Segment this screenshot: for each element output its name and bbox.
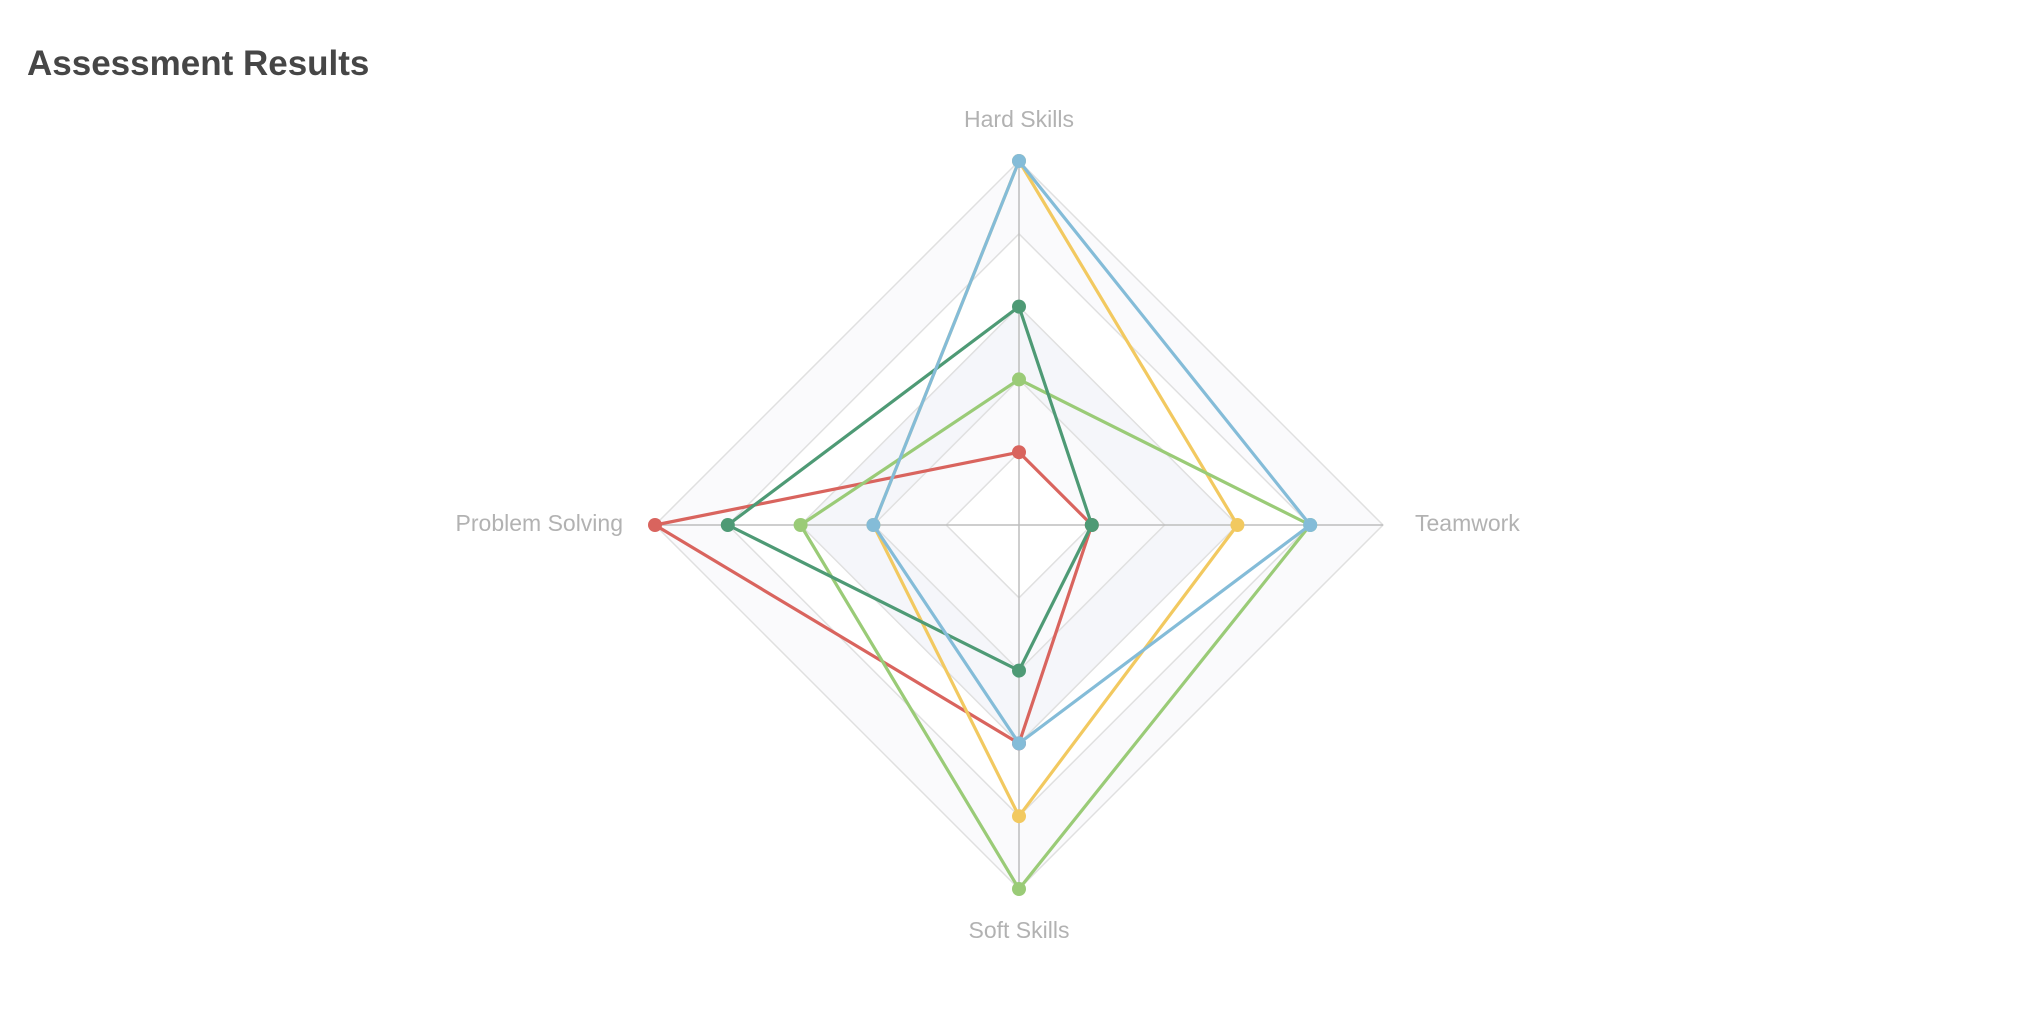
axis-label-1: Teamwork [1415, 510, 1520, 536]
series-1-point-1 [1230, 518, 1245, 532]
series-4-point-3 [866, 518, 881, 532]
series-3-point-3 [720, 518, 735, 532]
series-4-point-1 [1303, 518, 1318, 532]
series-3-point-1 [1084, 518, 1099, 532]
series-2-point-0 [1012, 372, 1026, 387]
radar-axis-labels: Hard Skills Teamwork Soft Skills Problem So… [456, 106, 1521, 943]
series-4-point-2 [1012, 736, 1026, 751]
series-4 [866, 154, 1318, 751]
series-4-point-0 [1012, 154, 1026, 168]
series-3 [720, 299, 1099, 678]
series-1-point-2 [1012, 809, 1026, 824]
radar-series [648, 154, 1318, 896]
radar-axes [655, 161, 1383, 889]
series-3-point-0 [1012, 299, 1026, 314]
axis-label-3: Problem Solving [456, 510, 623, 536]
series-2-point-3 [793, 518, 808, 532]
axis-label-0: Hard Skills [964, 106, 1074, 132]
series-0-point-3 [648, 518, 662, 532]
series-2-point-2 [1012, 882, 1026, 896]
series-0-point-0 [1012, 445, 1026, 460]
axis-label-2: Soft Skills [969, 917, 1070, 943]
chart-title: Assessment Results [27, 44, 370, 83]
series-3-point-2 [1012, 663, 1026, 678]
